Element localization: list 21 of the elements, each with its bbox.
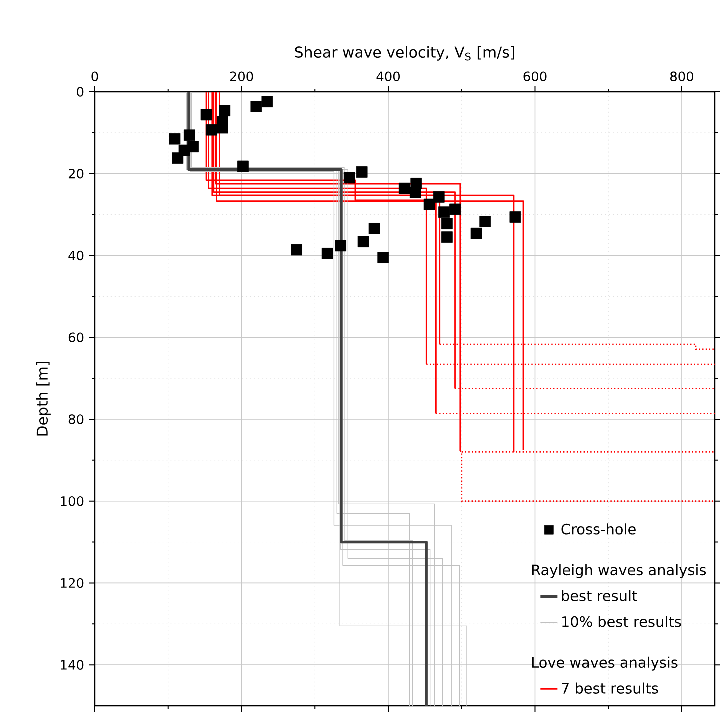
- legend-label: 7 best results: [562, 682, 658, 694]
- annotation: Rayleigh waves analysis: [532, 564, 706, 578]
- legend-label: Cross-hole: [562, 524, 636, 535]
- x-tick-label: 200: [230, 72, 254, 82]
- x-tick-label: 0: [92, 72, 98, 82]
- x-axis-title: Shear wave velocity, V$_{S}$ [m/s]: [295, 46, 514, 61]
- legend-label: best result: [562, 590, 638, 602]
- x-tick-label: 800: [670, 72, 694, 82]
- y-tick-label: 120: [61, 578, 84, 588]
- y-tick-label: 0: [77, 87, 84, 97]
- x-tick-label: 400: [376, 72, 400, 82]
- x-tick-label: 600: [524, 72, 547, 82]
- y-tick-label: 100: [61, 496, 84, 506]
- y-tick-label: 140: [61, 660, 84, 670]
- y-tick-label: 40: [68, 250, 84, 261]
- annotation: Love waves analysis: [532, 656, 678, 671]
- y-tick-label: 60: [68, 332, 84, 343]
- y-tick-label: 80: [68, 414, 84, 424]
- y-tick-label: 20: [68, 168, 84, 179]
- y-axis-title: Depth [m]: [36, 362, 51, 436]
- legend-label: 10% best results: [562, 616, 682, 628]
